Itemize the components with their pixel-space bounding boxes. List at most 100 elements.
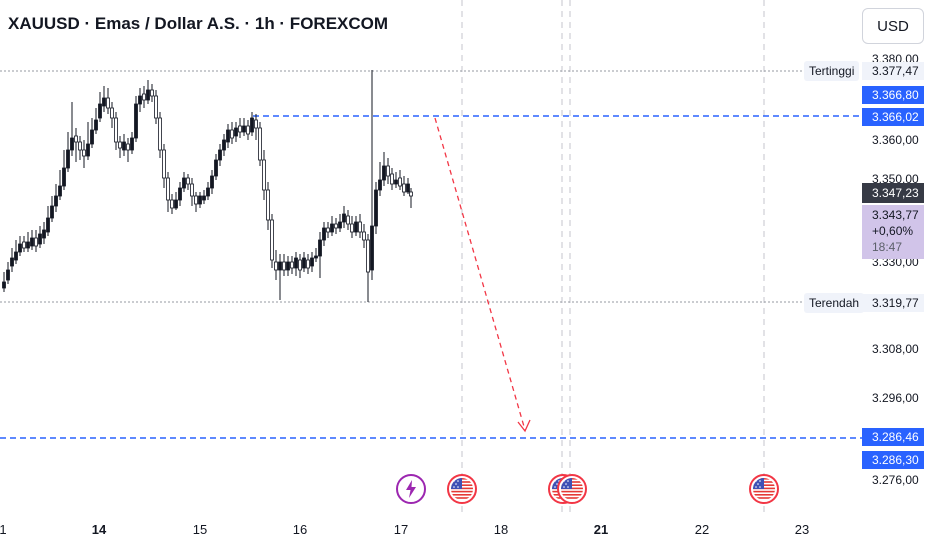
low-label: Terendah (804, 293, 865, 313)
candle-body (14, 251, 18, 261)
candle-body (290, 261, 294, 269)
candle-body (214, 159, 218, 177)
us-flag-icon[interactable] (557, 474, 587, 504)
candle-body (314, 255, 318, 259)
time-label: 22 (694, 522, 710, 537)
candle-body (254, 119, 258, 129)
candle-body (174, 199, 178, 209)
price-tick: 3.296,00 (872, 391, 919, 405)
candle-body (402, 183, 406, 193)
candle-body (230, 129, 234, 139)
candle-body (178, 187, 182, 201)
level-label: 3.366,80 (862, 86, 924, 104)
candle-body (62, 167, 66, 187)
low-value: 3.319,77 (862, 294, 924, 312)
candle-body (390, 173, 394, 185)
projection-arrow-head (517, 419, 531, 433)
projection-arrow (434, 117, 531, 433)
candle-body (134, 103, 138, 139)
time-label: 15 (192, 522, 208, 537)
candle-body (150, 89, 154, 97)
price-tick: 3.308,00 (872, 342, 919, 356)
candle-body (346, 215, 350, 225)
candle-body (10, 257, 14, 267)
candle-body (409, 191, 413, 197)
candle-body (394, 179, 398, 185)
candle-body (362, 231, 366, 241)
flash-event-icon[interactable] (396, 474, 426, 504)
price-chart[interactable] (0, 0, 862, 515)
candle-body (278, 261, 282, 271)
candle-body (130, 137, 134, 151)
candle-body (270, 219, 274, 261)
candle-body (146, 89, 150, 101)
candle-body (86, 143, 90, 157)
candle-body (222, 139, 226, 151)
candle-body (310, 257, 314, 267)
quote-change: +0,60% (872, 224, 914, 238)
candle-body (30, 237, 34, 247)
candle-body (170, 199, 174, 209)
currency-button[interactable]: USD (862, 8, 924, 44)
candle-body (286, 261, 290, 271)
current-price-tag: 3.347,23 (862, 183, 924, 203)
candle-body (6, 269, 10, 281)
candle-body (90, 129, 94, 145)
candle-body (198, 195, 202, 205)
candle-body (246, 125, 250, 135)
candle-body (122, 141, 126, 151)
candle-body (58, 185, 62, 197)
candle-body (206, 187, 210, 197)
price-tick: 3.276,00 (872, 473, 919, 487)
candle-body (226, 129, 230, 143)
candle-body (238, 125, 242, 133)
candle-body (18, 243, 22, 253)
candle-body (330, 223, 334, 233)
candle-body (334, 223, 338, 229)
chart-title: XAUUSD · Emas / Dollar A.S. · 1h · FOREX… (8, 14, 389, 33)
candle-body (218, 149, 222, 161)
candles (2, 70, 413, 302)
high-label: Tertinggi (804, 61, 860, 81)
candle-body (34, 237, 38, 247)
candle-body (298, 259, 302, 271)
candle-body (46, 217, 50, 233)
candle-body (294, 257, 298, 269)
candle-body (370, 225, 374, 271)
candle-body (166, 177, 170, 201)
candle-body (118, 141, 122, 149)
candle-body (98, 103, 102, 119)
candle-body (322, 227, 326, 241)
quote-price: 3.343,77 (872, 208, 919, 222)
candle-body (250, 117, 254, 133)
price-tick: 3.360,00 (872, 133, 919, 147)
candle-body (326, 227, 330, 233)
candle-body (194, 195, 198, 205)
candle-body (350, 223, 354, 233)
candle-body (154, 95, 158, 119)
candle-body (378, 179, 382, 191)
candle-body (306, 259, 310, 269)
level-label: 3.286,30 (862, 451, 924, 469)
candle-body (54, 195, 58, 207)
time-label: 23 (794, 522, 810, 537)
candle-body (302, 257, 306, 269)
candle-body (42, 229, 46, 239)
price-tick: 3.350,00 (872, 172, 919, 186)
candle-body (162, 149, 166, 179)
candle-body (38, 233, 42, 245)
candle-body (202, 195, 206, 201)
candle-body (210, 175, 214, 189)
time-label: 21 (593, 522, 609, 537)
candle-body (374, 189, 378, 227)
candle-body (78, 141, 82, 151)
candle-body (66, 149, 70, 169)
level-label: 3.286,46 (862, 428, 924, 446)
us-flag-icon[interactable] (447, 474, 477, 504)
us-flag-icon[interactable] (749, 474, 779, 504)
candle-body (94, 119, 98, 131)
time-label: 1 (0, 522, 7, 537)
projection-arrow-line (434, 117, 526, 431)
time-label: 16 (292, 522, 308, 537)
candle-body (282, 261, 286, 271)
